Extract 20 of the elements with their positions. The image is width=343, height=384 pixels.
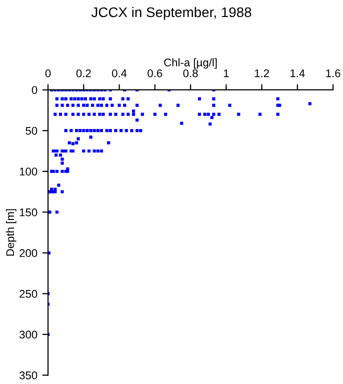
y-tick-label: 0 <box>32 86 38 94</box>
y-tick-label: 50 <box>26 126 38 135</box>
y-tick-label: 200 <box>20 249 38 258</box>
x-axis-title: Chl-a [µg/l] <box>164 58 217 69</box>
y-tick-label: 250 <box>20 290 38 298</box>
x-tick-label: 1.4 <box>290 69 305 78</box>
y-tick-label: 100 <box>20 168 38 176</box>
chart-title: JCCX in September, 1988 <box>91 6 252 20</box>
x-tick-label: 0.2 <box>76 69 91 78</box>
y-tick-label: 150 <box>20 208 38 216</box>
y-axis-title: Depth [m] <box>6 209 16 256</box>
x-tick-label: 0.4 <box>112 69 127 78</box>
x-tick-label: 0 <box>45 69 51 78</box>
x-tick-label: 0.8 <box>183 69 198 78</box>
x-tick-label: 1 <box>224 69 229 78</box>
y-tick-label: 350 <box>19 371 38 380</box>
x-tick-label: 1.6 <box>326 69 340 78</box>
x-tick-label: 1.2 <box>254 69 269 78</box>
x-tick-label: 0.6 <box>148 69 162 78</box>
y-tick-label: 300 <box>19 330 38 339</box>
